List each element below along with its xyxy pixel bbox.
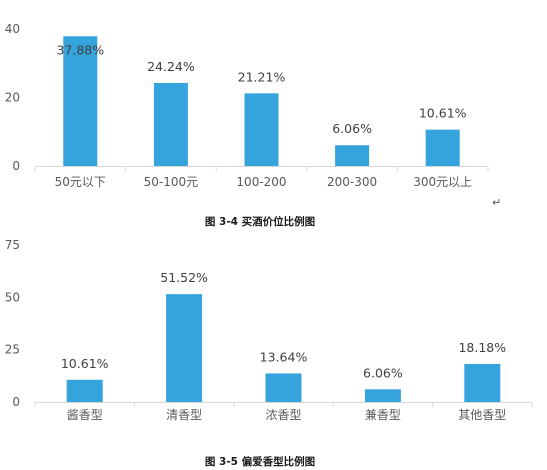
- data-label: 6.06%: [363, 365, 403, 380]
- y-tick-label: 25: [5, 343, 20, 357]
- y-tick-label: 40: [5, 22, 20, 36]
- y-tick-label: 0: [12, 159, 20, 173]
- price-bar: [425, 129, 460, 166]
- data-label: 18.18%: [458, 340, 506, 355]
- data-label: 6.06%: [332, 121, 372, 136]
- aroma-bar: [166, 294, 203, 402]
- data-label: 10.61%: [419, 106, 467, 121]
- x-tick-label: 其他香型: [458, 408, 506, 422]
- chart-price-range: 0 20 40 37.88% 50元以下 24.24% 50-100元 21.21% 100-2…: [5, 22, 489, 189]
- x-tick-label: 50-100元: [144, 175, 199, 189]
- data-label: 51.52%: [160, 270, 208, 285]
- x-tick-label: 酱香型: [67, 407, 103, 422]
- x-tick-label: 50元以下: [55, 175, 106, 189]
- aroma-bar: [464, 363, 501, 402]
- x-tick-label: 清香型: [166, 408, 202, 422]
- price-bar: [244, 93, 279, 166]
- price-bar: [153, 82, 188, 166]
- y-tick-label: 20: [5, 91, 20, 105]
- y-tick-label: 0: [12, 395, 20, 409]
- paragraph-mark-1: ↵: [492, 196, 501, 209]
- y-tick-label: 50: [5, 290, 20, 304]
- data-label: 37.88%: [56, 42, 104, 57]
- data-label: 10.61%: [61, 356, 109, 371]
- data-label: 24.24%: [147, 59, 195, 74]
- aroma-bar: [364, 389, 401, 402]
- y-tick-label: 75: [5, 238, 20, 252]
- caption-price-range: 图 3-4 买酒价位比例图: [205, 215, 315, 228]
- x-tick-label: 100-200: [236, 175, 286, 189]
- x-tick-label: 300元以上: [413, 175, 472, 189]
- price-bar: [63, 36, 98, 166]
- x-tick-label: 浓香型: [265, 408, 301, 422]
- chart-aroma-preference: 0 25 50 75 10.61% 酱香型 51.52% 清香型 13.64% 浓香型 6.06% 兼…: [5, 238, 533, 422]
- aroma-bar: [265, 373, 302, 402]
- data-label: 13.64%: [260, 349, 308, 364]
- caption-aroma-preference: 图 3-5 偏爱香型比例图: [205, 455, 315, 468]
- x-tick-label: 兼香型: [365, 408, 401, 422]
- aroma-bar: [66, 379, 103, 402]
- price-bar: [335, 145, 370, 166]
- x-tick-label: 200-300: [327, 175, 377, 189]
- data-label: 21.21%: [238, 69, 286, 84]
